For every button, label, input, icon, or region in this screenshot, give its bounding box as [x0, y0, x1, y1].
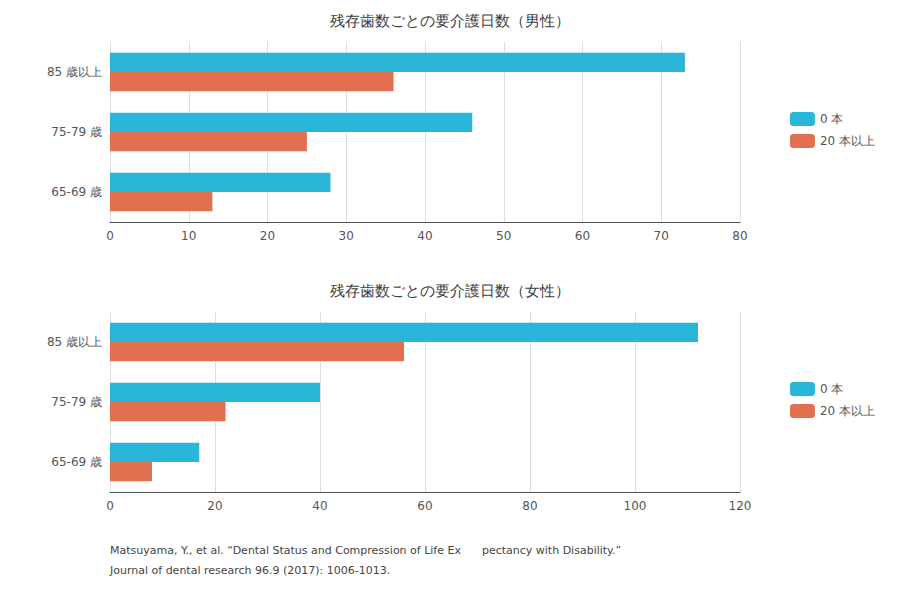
- svg-text:75-79 歳: 75-79 歳: [51, 125, 102, 139]
- svg-text:100: 100: [624, 499, 647, 513]
- svg-text:70: 70: [654, 229, 669, 243]
- svg-text:0 本: 0 本: [820, 112, 843, 126]
- svg-text:65-69 歳: 65-69 歳: [51, 455, 102, 469]
- svg-text:40: 40: [312, 499, 327, 513]
- svg-text:0: 0: [106, 229, 114, 243]
- svg-text:20: 20: [260, 229, 275, 243]
- svg-text:20: 20: [207, 499, 222, 513]
- svg-text:120: 120: [729, 499, 752, 513]
- svg-text:0: 0: [106, 499, 114, 513]
- svg-text:Matsuyama, Y., et al. “Dental: Matsuyama, Y., et al. “Dental Status and…: [110, 544, 621, 557]
- svg-text:残存歯数ごとの要介護日数（女性）: 残存歯数ごとの要介護日数（女性）: [330, 282, 570, 300]
- svg-text:10: 10: [181, 229, 196, 243]
- svg-text:50: 50: [496, 229, 511, 243]
- svg-text:85 歳以上: 85 歳以上: [47, 335, 102, 349]
- svg-text:30: 30: [339, 229, 354, 243]
- svg-text:20 本以上: 20 本以上: [820, 404, 875, 418]
- svg-text:残存歯数ごとの要介護日数（男性）: 残存歯数ごとの要介護日数（男性）: [330, 12, 570, 30]
- svg-text:75-79 歳: 75-79 歳: [51, 395, 102, 409]
- svg-text:65-69 歳: 65-69 歳: [51, 185, 102, 199]
- svg-text:Journal of dental research 96.: Journal of dental research 96.9 (2017): …: [109, 564, 390, 577]
- svg-text:85 歳以上: 85 歳以上: [47, 65, 102, 79]
- svg-text:0 本: 0 本: [820, 382, 843, 396]
- svg-text:60: 60: [575, 229, 590, 243]
- svg-text:60: 60: [417, 499, 432, 513]
- svg-text:80: 80: [522, 499, 537, 513]
- svg-text:20 本以上: 20 本以上: [820, 134, 875, 148]
- svg-text:40: 40: [417, 229, 432, 243]
- svg-text:80: 80: [732, 229, 747, 243]
